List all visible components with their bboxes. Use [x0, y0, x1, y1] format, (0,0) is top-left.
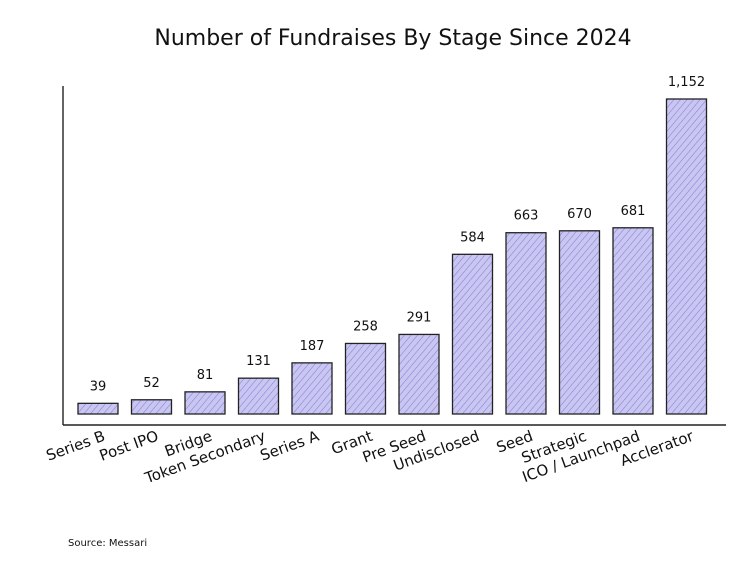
x-tick-label: Series A [258, 427, 322, 465]
value-label: 39 [90, 379, 107, 394]
bars-group [77, 98, 708, 415]
value-label: 131 [246, 354, 271, 369]
bar [344, 342, 387, 415]
bar [184, 391, 226, 415]
value-label: 187 [300, 339, 325, 354]
x-tick-label: Series B [44, 427, 108, 465]
x-tick-label: Post IPO [97, 427, 161, 465]
bar [612, 227, 654, 415]
source-note: Source: Messari [68, 538, 148, 549]
value-label: 1,152 [668, 75, 705, 90]
value-label: 81 [197, 368, 214, 383]
bar [237, 377, 280, 415]
bar [558, 230, 601, 415]
bar [398, 333, 440, 415]
bar [505, 232, 547, 415]
value-label: 681 [621, 204, 646, 219]
chart-title: Number of Fundraises By Stage Since 2024 [154, 26, 631, 51]
value-label: 663 [514, 209, 539, 224]
bar [130, 399, 173, 415]
bar [291, 362, 333, 415]
value-label: 584 [460, 230, 485, 245]
value-label: 291 [407, 310, 432, 325]
bar [451, 253, 494, 415]
value-labels-group: 39 52 81 131 187 258 291 584 663 670 681 1,152 [90, 75, 705, 394]
value-label: 258 [353, 319, 378, 334]
value-label: 52 [143, 376, 160, 391]
value-label: 670 [567, 207, 592, 222]
bar [77, 402, 119, 415]
bar [665, 98, 708, 415]
